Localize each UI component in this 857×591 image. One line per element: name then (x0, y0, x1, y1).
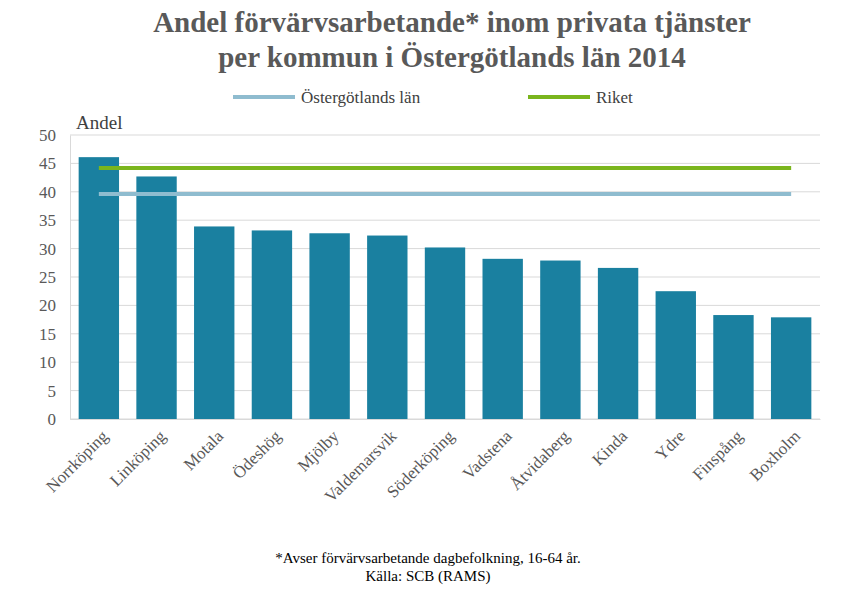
x-tick-label: Ydre (651, 427, 688, 464)
y-tick-label: 5 (48, 382, 57, 401)
x-tick-label: Finspång (689, 426, 747, 484)
y-tick: 45 (39, 154, 70, 173)
x-tick: Mjölby (294, 419, 343, 475)
x-axis: NorrköpingLinköpingMotalaÖdeshögMjölby Va… (42, 419, 820, 506)
x-tick: Åtvidaberg (506, 419, 574, 494)
plot-area (79, 157, 812, 419)
y-tick: 40 (39, 183, 70, 202)
grid-line (70, 135, 820, 136)
x-tick: Kinda (588, 419, 631, 469)
y-tick-label: 50 (39, 126, 56, 145)
y-tick-label: 35 (39, 211, 56, 230)
bar (194, 226, 234, 419)
x-tick-label: Ödeshög (229, 426, 286, 483)
y-tick-label: 45 (39, 154, 56, 173)
x-tick-label: Norrköping (42, 426, 112, 496)
y-tick-label: 0 (48, 410, 57, 429)
x-tick: Motala (180, 419, 228, 474)
y-tick: 5 (48, 382, 71, 401)
x-tick-label: Linköping (106, 426, 170, 490)
bar (598, 268, 638, 419)
title-line: per kommun i Östergötlands län 2014 (218, 41, 686, 73)
bar (425, 247, 465, 419)
reference-line (99, 192, 791, 196)
x-tick: Ydre (651, 419, 688, 464)
grid-line (70, 220, 820, 221)
grid (70, 135, 820, 419)
bar (483, 259, 523, 419)
y-tick-label: 30 (39, 240, 56, 259)
bar (309, 233, 349, 419)
y-tick: 10 (39, 353, 70, 372)
y-tick-label: 40 (39, 183, 56, 202)
y-axis: 0 5 10 15 20 25 30 35 40 45 50 (39, 126, 71, 429)
bar (136, 176, 176, 419)
y-tick: 30 (39, 240, 70, 259)
bar (367, 236, 407, 419)
x-tick-label: Åtvidaberg (506, 426, 574, 494)
y-tick: 50 (39, 126, 70, 145)
x-tick-label: Kinda (588, 426, 631, 469)
legend-swatch (528, 95, 590, 99)
background (0, 0, 857, 591)
x-tick-label: Söderköping (383, 426, 458, 501)
y-tick-label: 25 (39, 268, 56, 287)
x-tick: Norrköping (42, 419, 112, 496)
bar (252, 230, 292, 419)
y-tick-label: 10 (39, 353, 56, 372)
bar (79, 157, 119, 419)
reference-line (99, 166, 791, 170)
y-tick: 15 (39, 325, 70, 344)
x-tick-label: Vadstena (459, 426, 516, 483)
y-tick-label: 15 (39, 325, 56, 344)
y-tick-label: 20 (39, 296, 56, 315)
y-tick: 0 (48, 410, 71, 429)
legend: Östergötlands län Riket (233, 88, 633, 107)
legend-label: Riket (596, 88, 633, 107)
annotation: *Avser förvärvsarbetande dagbefolkning, … (275, 550, 580, 566)
y-axis-line (70, 136, 71, 420)
x-axis-line (71, 419, 821, 420)
x-tick: Ödeshög (229, 419, 286, 483)
x-tick: Boxholm (746, 419, 804, 485)
y-tick: 35 (39, 211, 70, 230)
title: Andel förvärvsarbetande* inom privata tj… (153, 6, 751, 73)
y-tick: 25 (39, 268, 70, 287)
bar (656, 291, 696, 419)
title-line: Andel förvärvsarbetande* inom privata tj… (153, 6, 751, 38)
x-tick: Söderköping (383, 419, 458, 501)
x-tick: Finspång (689, 419, 747, 484)
x-tick-label: Motala (180, 426, 228, 474)
bar (713, 315, 753, 419)
x-tick-label: Boxholm (746, 427, 804, 485)
x-tick: Linköping (106, 419, 170, 490)
x-tick-label: Mjölby (294, 426, 343, 475)
x-tick: Vadstena (459, 419, 516, 483)
bar (771, 317, 811, 419)
legend-item: Riket (528, 88, 633, 107)
legend-swatch (233, 95, 295, 99)
annotation: Källa: SCB (RAMS) (365, 568, 490, 585)
chart-svg: 05101520253035404550NorrköpingLinköpingM… (0, 0, 857, 591)
y-tick: 20 (39, 296, 70, 315)
legend-item: Östergötlands län (233, 88, 421, 107)
grid-line (70, 163, 820, 164)
y-axis-label: Andel (76, 112, 122, 133)
legend-label: Östergötlands län (301, 88, 421, 107)
bar (540, 261, 580, 419)
